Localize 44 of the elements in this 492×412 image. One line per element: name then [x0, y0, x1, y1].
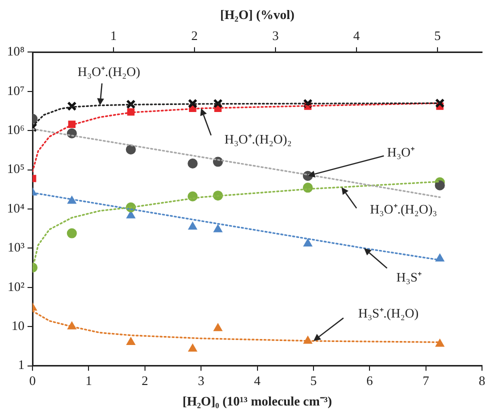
- x2-tick-label: 3: [272, 28, 279, 43]
- x2-tick-label: 1: [110, 28, 117, 43]
- point: [435, 254, 444, 262]
- y-tick-label: 10³: [8, 240, 25, 255]
- point: [66, 228, 77, 238]
- y-tick-label: 10⁵: [6, 161, 25, 176]
- annotation: H₃O⁺.(H₂O)₂: [224, 132, 292, 147]
- x2-tick-label: 2: [191, 28, 198, 43]
- x-tick-label: 6: [366, 373, 374, 388]
- point: [214, 224, 222, 232]
- x-tick-label: 7: [422, 373, 430, 388]
- x-tick-label: 2: [142, 373, 148, 388]
- x-axis-title: [H₂O]₀ (10¹³ molecule cm⁻³): [182, 394, 332, 409]
- y-tick-label: 10²: [8, 278, 25, 294]
- x-tick-label: 5: [310, 373, 317, 388]
- x2-tick-label: 4: [353, 28, 360, 43]
- annotation: H₃S⁺: [396, 270, 422, 285]
- point: [214, 323, 222, 332]
- point: [213, 98, 223, 108]
- x2-axis-title: [H₂O] (%vol): [220, 7, 294, 22]
- x2-tick-label: 5: [434, 28, 441, 43]
- point: [435, 338, 444, 347]
- point: [303, 238, 312, 246]
- annotation: H₃O⁺: [387, 144, 414, 160]
- point: [126, 337, 136, 345]
- point: [188, 222, 198, 230]
- y-tick-label: 10: [12, 318, 25, 334]
- x-tick-label: 3: [198, 373, 204, 388]
- annotation: H₃O⁺.(H₂O)₃: [370, 202, 438, 217]
- y-tick-label: 10⁷: [6, 82, 25, 98]
- point: [434, 180, 445, 190]
- annotation: H₃O⁺.(H₂O): [78, 64, 140, 79]
- y-tick-label: 1: [18, 357, 25, 372]
- point: [188, 344, 198, 352]
- x-tick-label: 0: [29, 373, 36, 388]
- y-tick-label: 10⁸: [6, 44, 25, 59]
- y-tick-label: 10⁴: [6, 200, 25, 216]
- x-tick-label: 8: [478, 373, 486, 388]
- annotation: H₃S⁺.(H₂O): [358, 305, 419, 320]
- point: [126, 144, 136, 154]
- y-tick-label: 10⁶: [6, 122, 25, 138]
- x-tick-label: 1: [85, 373, 92, 388]
- point: [188, 158, 198, 168]
- x-tick-label: 4: [254, 373, 262, 388]
